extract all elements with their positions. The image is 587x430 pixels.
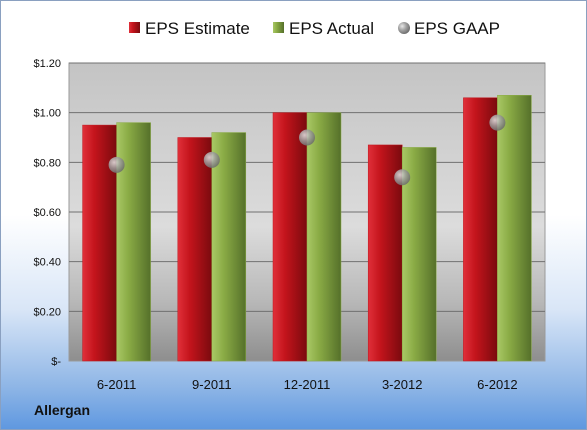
y-tick-label: $0.40 (33, 257, 61, 269)
eps-gaap-marker (203, 151, 220, 168)
legend-label: EPS Estimate (145, 19, 250, 38)
x-tick-label: 3-2012 (382, 377, 422, 392)
y-tick-label: $- (51, 356, 61, 368)
eps-gaap-marker (489, 114, 506, 131)
eps-actual-bar (306, 112, 342, 362)
eps-actual-bar (497, 95, 532, 362)
legend-estimate-swatch (129, 22, 140, 33)
eps-gaap-marker (299, 129, 315, 146)
eps-estimate-bar (272, 112, 308, 362)
legend-label: EPS GAAP (414, 19, 500, 38)
legend-label: EPS Actual (289, 19, 374, 38)
company-name: Allergan (34, 402, 91, 418)
y-tick-label: $0.60 (33, 207, 61, 219)
x-tick-label: 12-2011 (284, 377, 331, 392)
x-tick-label: 9-2011 (192, 377, 232, 392)
eps-actual-bar (401, 147, 437, 362)
x-tick-label: 6-2011 (97, 377, 137, 392)
x-axis: 6-2011 9-2011 12-2011 3-2012 6-2012 (97, 377, 518, 392)
y-tick-label: $0.20 (33, 306, 61, 318)
y-tick-label: $1.20 (33, 58, 61, 70)
legend: EPS Estimate EPS Actual EPS GAAP (129, 19, 500, 38)
eps-actual-bar (116, 122, 151, 362)
gaap-markers (108, 114, 506, 186)
eps-actual-bar (211, 132, 247, 362)
eps-gaap-marker (108, 156, 125, 173)
x-tick-label: 6-2012 (477, 377, 517, 392)
eps-estimate-bar (463, 97, 498, 362)
y-tick-label: $1.00 (33, 108, 61, 120)
y-tick-label: $0.80 (33, 157, 61, 169)
eps-gaap-marker (394, 169, 411, 186)
y-axis: $- $0.20 $0.40 $0.60 $0.80 $1.00 $1.20 (33, 58, 61, 368)
legend-gaap-swatch (398, 22, 410, 34)
eps-estimate-bar (177, 137, 213, 362)
legend-actual-swatch (273, 22, 284, 33)
